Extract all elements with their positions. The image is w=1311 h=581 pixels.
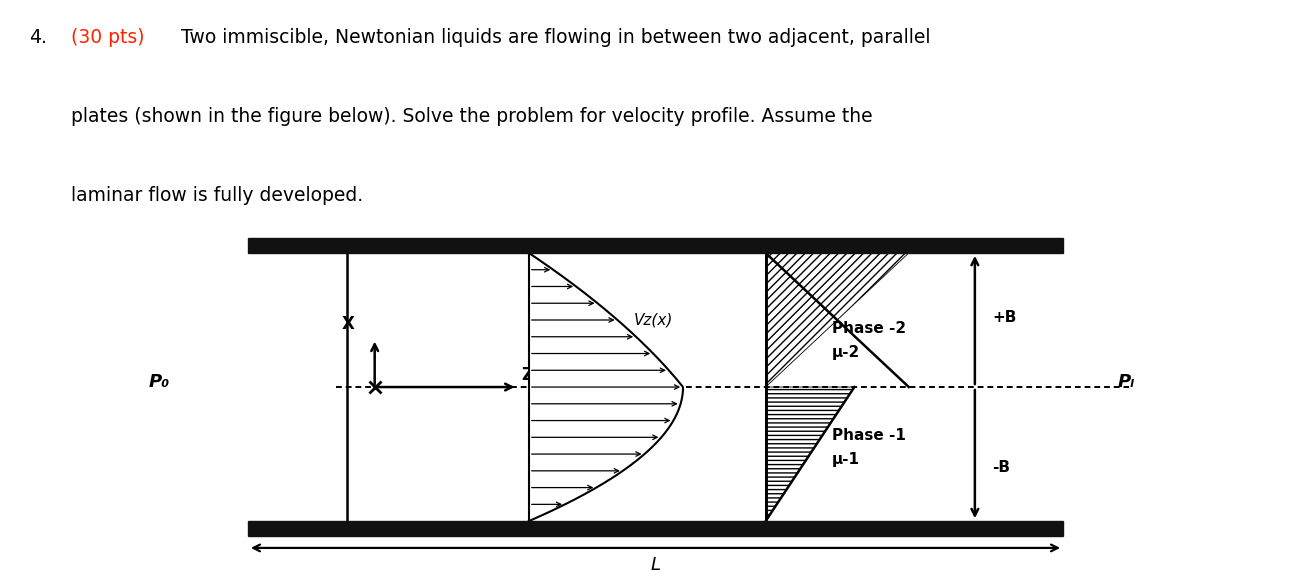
Text: -B: -B [992, 460, 1011, 475]
Text: μ-1: μ-1 [831, 452, 860, 467]
Text: Phase -1: Phase -1 [831, 428, 906, 443]
Polygon shape [528, 253, 683, 521]
Text: Vz(x): Vz(x) [633, 313, 673, 328]
Text: P₀: P₀ [149, 372, 170, 390]
Text: X: X [342, 315, 355, 333]
Text: Phase -2: Phase -2 [831, 321, 906, 336]
Text: (30 pts): (30 pts) [71, 28, 144, 47]
Text: Z: Z [522, 367, 534, 385]
Text: 4.: 4. [29, 28, 47, 47]
Bar [248, 238, 1063, 253]
Text: +B: +B [992, 310, 1017, 325]
Text: Pₗ: Pₗ [1118, 372, 1135, 390]
Text: Two immiscible, Newtonian liquids are flowing in between two adjacent, parallel: Two immiscible, Newtonian liquids are fl… [181, 28, 931, 47]
Text: L: L [650, 556, 661, 574]
Text: μ-2: μ-2 [831, 345, 860, 360]
Bar [248, 521, 1063, 536]
Text: plates (shown in the figure below). Solve the problem for velocity profile. Assu: plates (shown in the figure below). Solv… [71, 107, 872, 126]
Text: laminar flow is fully developed.: laminar flow is fully developed. [71, 186, 363, 205]
